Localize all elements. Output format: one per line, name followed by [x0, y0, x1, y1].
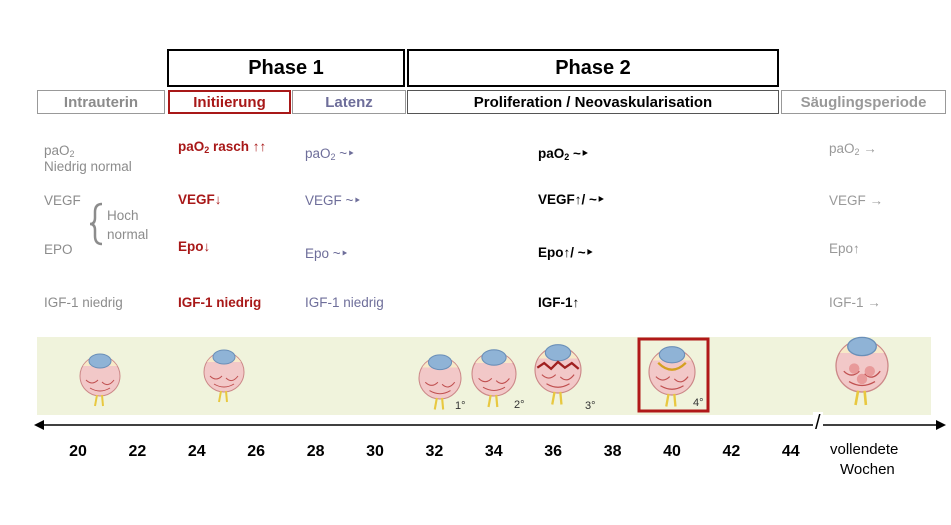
saeugling-vegf: VEGF → — [829, 193, 884, 208]
phase-1-label: Phase 1 — [248, 56, 324, 79]
axis-unit-line2: Wochen — [840, 461, 895, 478]
initiierung-epo: Epo↓ — [178, 239, 211, 254]
saeugling-pao2: paO2 → — [829, 141, 877, 157]
intrauterin-niedrig-normal: Niedrig normal — [44, 159, 132, 174]
period-latenz-label: Latenz — [325, 93, 373, 111]
axis-tick-label: 28 — [306, 443, 325, 460]
intrauterin-normal: normal — [107, 227, 149, 242]
latenz-igf: IGF-1 niedrig — [305, 295, 384, 310]
stage-4-highlight — [637, 337, 710, 413]
saeugling-igf: IGF-1 → — [829, 295, 881, 310]
phase-1-box: Phase 1 — [167, 49, 405, 87]
axis-arrow-left-icon — [34, 420, 44, 430]
axis-tick-label: 42 — [722, 443, 741, 460]
axis-unit-line1: vollendete — [830, 441, 899, 458]
curly-brace-icon — [89, 202, 103, 246]
axis-tick-label: 44 — [781, 443, 800, 460]
axis-tick-label: 40 — [663, 443, 681, 460]
stage-label-2: 2° — [514, 399, 525, 411]
stage-label-4: 4° — [693, 397, 704, 409]
intrauterin-pao2: paO2 — [44, 143, 75, 159]
intrauterin-hoch: Hoch — [107, 208, 139, 223]
axis-arrow-right-icon — [936, 420, 946, 430]
intrauterin-epo: EPO — [44, 242, 73, 257]
latenz-vegf: VEGF ~‣ — [305, 193, 362, 208]
period-intrauterin-label: Intrauterin — [63, 93, 139, 111]
axis-tick-label: 38 — [603, 443, 622, 460]
saeugling-epo: Epo↑ — [829, 241, 860, 256]
period-saeuglingsperiode-label: Säuglingsperiode — [800, 93, 927, 111]
proliferation-igf: IGF-1↑ — [538, 295, 580, 310]
initiierung-pao2: paO2 rasch ↑↑ — [178, 139, 267, 155]
axis-tick-label: 36 — [544, 443, 563, 460]
stage-label-1: 1° — [455, 400, 466, 412]
latenz-epo: Epo ~‣ — [305, 246, 349, 261]
axis-tick-label: 32 — [425, 443, 444, 460]
period-latenz: Latenz — [292, 90, 406, 114]
axis-tick-label: 22 — [128, 443, 147, 460]
intrauterin-igf: IGF-1 niedrig — [44, 295, 123, 310]
period-proliferation-label: Proliferation / Neovaskularisation — [473, 93, 713, 111]
axis-tick-label: 24 — [187, 443, 206, 460]
intrauterin-vegf: VEGF — [44, 193, 81, 208]
axis-tick-label: 34 — [484, 443, 503, 460]
initiierung-vegf: VEGF↓ — [178, 192, 222, 207]
proliferation-vegf: VEGF↑/ ~‣ — [538, 192, 605, 207]
phase-2-box: Phase 2 — [407, 49, 779, 87]
initiierung-igf: IGF-1 niedrig — [178, 295, 262, 310]
period-initiierung: Initiierung — [168, 90, 291, 114]
period-initiierung-label: Initiierung — [193, 93, 266, 111]
period-intrauterin: Intrauterin — [37, 90, 165, 114]
phase-2-label: Phase 2 — [555, 56, 631, 79]
axis-tick-label: 30 — [366, 443, 384, 460]
axis-tick-label: 26 — [247, 443, 266, 460]
period-proliferation: Proliferation / Neovaskularisation — [407, 90, 779, 114]
period-saeuglingsperiode: Säuglingsperiode — [781, 90, 946, 114]
axis-break-mark: / — [813, 412, 823, 435]
axis-tick-label: 20 — [69, 443, 87, 460]
proliferation-pao2: paO2 ~‣ — [538, 146, 589, 162]
eye-icon-5 — [533, 343, 583, 406]
latenz-pao2: paO2 ~‣ — [305, 146, 356, 162]
stage-label-3: 3° — [585, 400, 596, 412]
eye-icon-6 — [647, 345, 697, 408]
proliferation-epo: Epo↑/ ~‣ — [538, 245, 594, 260]
eye-icon-7 — [834, 336, 890, 407]
